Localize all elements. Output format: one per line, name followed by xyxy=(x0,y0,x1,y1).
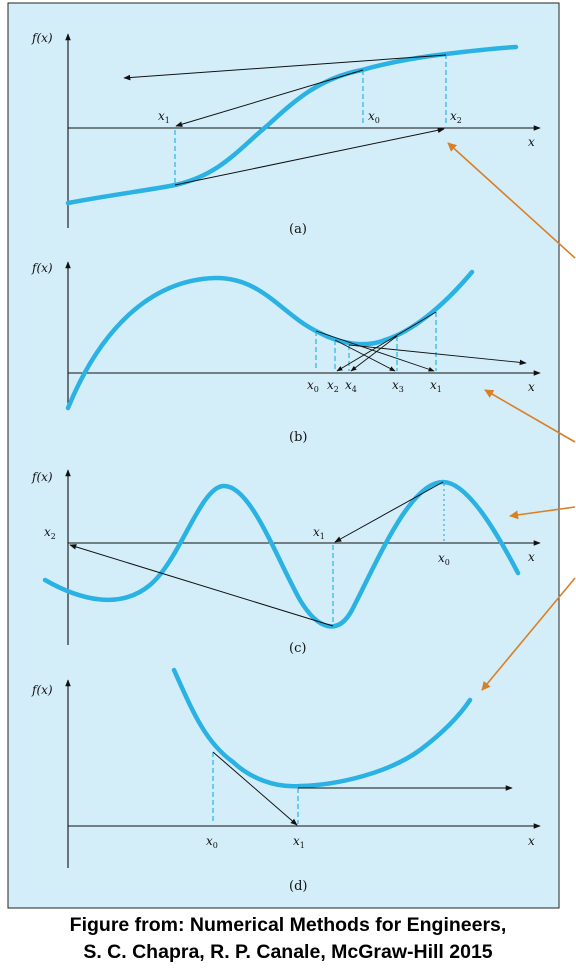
tangent-x0-d xyxy=(212,751,298,826)
tangent-x1-a xyxy=(175,69,364,127)
panel-label-a: (a) xyxy=(289,222,307,237)
x-axis-label-c: x xyxy=(528,550,535,564)
figure-caption: Figure from: Numerical Methods for Engin… xyxy=(0,912,576,966)
panel-b: f(x) x x0 x2 x4 x3 x1 (b) xyxy=(31,261,541,445)
point-label-x1-d: x1 xyxy=(293,834,305,850)
pointer-arrow-b xyxy=(484,389,576,443)
y-axis-label-b: f(x) xyxy=(31,261,53,275)
point-label-x2-a: x2 xyxy=(450,109,462,125)
figure-background xyxy=(7,2,560,909)
x-axis-label-a: x xyxy=(528,135,535,149)
point-label-x0-b: x0 xyxy=(307,378,319,394)
panel-d: f(x) x x0 x1 (d) xyxy=(31,667,541,894)
point-label-x1-c: x1 xyxy=(313,525,325,541)
panel-label-b: (b) xyxy=(289,430,307,445)
caption-line-1: Figure from: Numerical Methods for Engin… xyxy=(69,914,507,936)
pointer-arrow-a xyxy=(447,142,576,259)
y-axis-label-d: f(x) xyxy=(31,683,53,697)
point-label-x2-c: x2 xyxy=(44,525,56,541)
panel-label-c: (c) xyxy=(289,641,306,656)
caption-line-2: S. C. Chapra, R. P. Canale, McGraw-Hill … xyxy=(83,941,493,963)
function-curve-d xyxy=(171,667,473,789)
point-label-x1-b: x1 xyxy=(430,378,442,394)
tangent-x1-c xyxy=(69,544,334,627)
point-label-x3-b: x3 xyxy=(392,378,404,394)
figure: f(x) x x1 x0 x2 (a) f(x) x x0 x2 x4 x xyxy=(7,2,576,909)
x-axis-label-d: x xyxy=(528,834,535,848)
panel-c: f(x) x x2 x1 x0 (c) xyxy=(31,469,541,656)
y-axis-label-a: f(x) xyxy=(31,31,53,45)
tangent-x4-b xyxy=(348,344,527,366)
x-axis-label-b: x xyxy=(528,380,535,394)
point-label-x0-a: x0 xyxy=(368,109,380,125)
pointer-arrow-c xyxy=(509,506,576,520)
tangent-x3-b xyxy=(350,335,398,372)
point-label-x1-a: x1 xyxy=(158,109,170,125)
pointer-arrow-d xyxy=(481,577,576,691)
y-axis-label-c: f(x) xyxy=(31,470,53,484)
panel-a: f(x) x x1 x0 x2 (a) xyxy=(31,31,541,237)
tangent-x1-b xyxy=(336,311,437,372)
tangent-x0-a xyxy=(123,54,447,81)
tangent-x2-b xyxy=(334,339,396,372)
pointer-arrows xyxy=(447,142,576,691)
point-label-x2-b: x2 xyxy=(327,378,339,394)
point-label-x4-b: x4 xyxy=(345,378,357,394)
panel-label-d: (d) xyxy=(289,879,307,894)
tangent-x2-a xyxy=(174,127,445,186)
point-label-x0-d: x0 xyxy=(206,834,218,850)
tangent-x0-c xyxy=(334,481,444,543)
function-curve-a xyxy=(65,44,519,206)
tangent-x0-b xyxy=(315,330,435,372)
point-label-x0-c: x0 xyxy=(438,551,450,567)
function-curve-b xyxy=(65,269,475,411)
